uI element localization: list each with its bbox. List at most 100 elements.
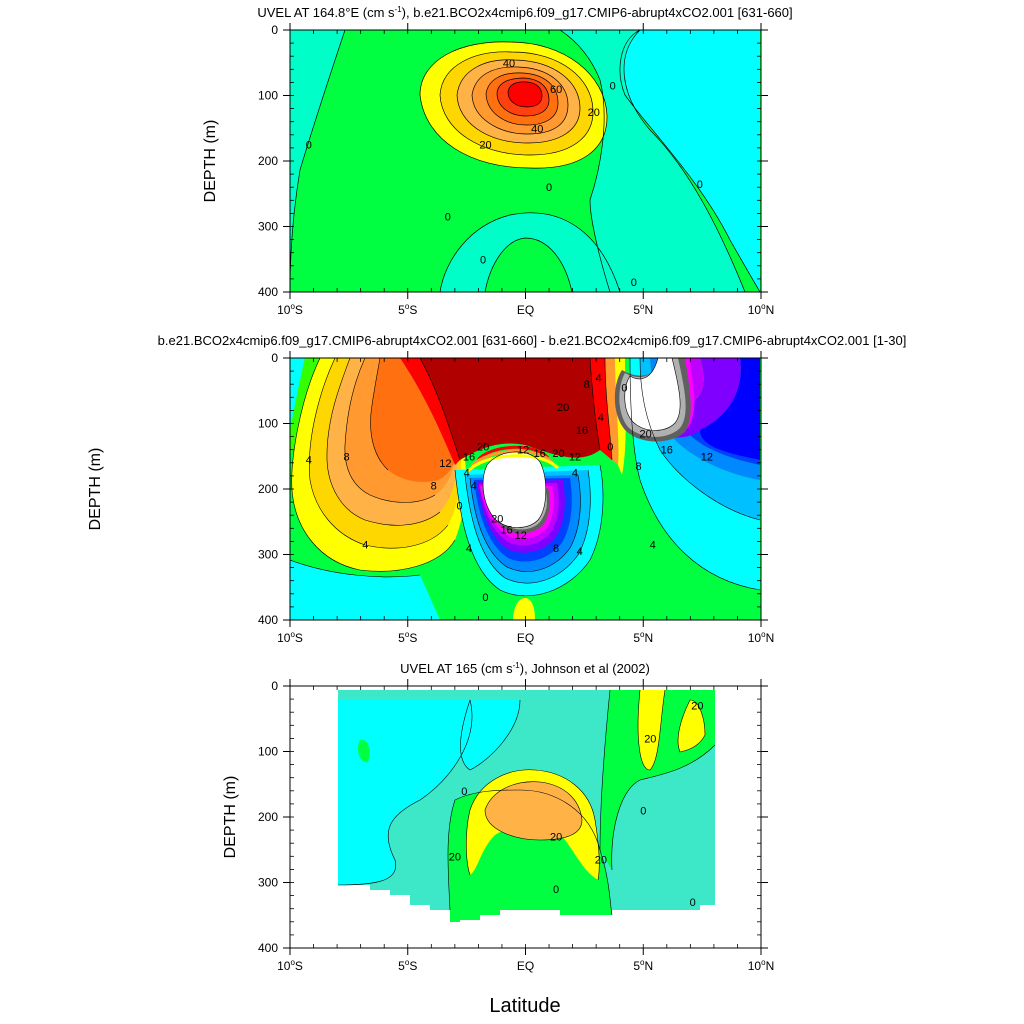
y-tick-label: 300 [258, 220, 278, 234]
y-tick-label: 400 [258, 285, 278, 299]
region-center-red-ring [476, 445, 550, 462]
x-axis-title: Latitude [489, 995, 560, 1017]
y-tick-label: 400 [258, 941, 278, 955]
x-tick-label: 5oS [398, 630, 417, 645]
region-east-orange-band [605, 358, 619, 465]
contour-label: 20 [550, 832, 562, 844]
contour-label: 8 [584, 379, 590, 391]
contour-label: 0 [445, 212, 451, 224]
contour-lines [337, 689, 716, 916]
region-yellow-east [638, 690, 665, 770]
contour-label: 4 [464, 468, 470, 480]
panel-top-title: UVEL AT 164.8°E (cm s-1), b.e21.BCO2x4cm… [257, 5, 792, 20]
y-tick-label: 0 [271, 679, 278, 693]
contour-label: 0 [697, 179, 703, 191]
y-tick-label: 400 [258, 613, 278, 627]
panel-bottom: UVEL AT 165 (cm s-1), Johnson et al (200… [222, 661, 774, 973]
contour-label: 0 [621, 382, 627, 394]
contour-label: 0 [640, 805, 646, 817]
contour-label: 20 [691, 701, 703, 713]
contour-label: 16 [501, 525, 513, 537]
contour-label: 0 [607, 441, 613, 453]
x-tick-label: 10oN [748, 630, 774, 645]
contour-label: 0 [482, 592, 488, 604]
panel-top-ylabel: DEPTH (m) [202, 120, 219, 203]
region-center-yellow-ring [465, 454, 560, 474]
region-south-yellow [513, 598, 535, 620]
contour-label: 4 [595, 373, 601, 385]
region-west-deep-cyan [290, 560, 440, 620]
contour-label: 12 [569, 451, 581, 463]
region-red [508, 81, 542, 107]
contour-label: 16 [534, 448, 546, 460]
panel-middle-contour-field [290, 358, 761, 620]
contour-label: 0 [461, 786, 467, 798]
region-cyan-mid [460, 700, 520, 770]
contour-label: 4 [598, 412, 604, 424]
region-red-band-east [590, 358, 612, 460]
x-tick-label: 10oN [748, 302, 774, 317]
panel-bottom-ylabel: DEPTH (m) [222, 776, 239, 859]
contour-label: 60 [550, 84, 562, 96]
region-aqua-east [560, 30, 745, 292]
contour-label: 40 [531, 123, 543, 135]
y-tick-label: 200 [258, 482, 278, 496]
region-deep-blue [700, 358, 760, 460]
contour-label: 20 [595, 855, 607, 867]
contour-label: 20 [588, 107, 600, 119]
contour-label: 4 [650, 540, 656, 552]
region-green-deep [485, 238, 572, 292]
panel-top: UVEL AT 164.8°E (cm s-1), b.e21.BCO2x4cm… [202, 5, 793, 317]
contour-label: 0 [480, 254, 486, 266]
panel-middle-title: b.e21.BCO2x4cmip6.f09_g17.CMIP6-abrupt4x… [158, 333, 907, 348]
panel-bottom-title: UVEL AT 165 (cm s-1), Johnson et al (200… [400, 661, 650, 676]
contour-label: 20 [491, 513, 503, 525]
contour-label: 12 [439, 458, 451, 470]
contour-label: 4 [466, 543, 472, 555]
contour-label: 12 [701, 451, 713, 463]
contour-label: 20 [449, 851, 461, 863]
contour-label: 4 [306, 455, 312, 467]
contour-lines [290, 358, 761, 597]
y-tick-label: 200 [258, 810, 278, 824]
contour-label: 20 [552, 448, 564, 460]
contour-label: 20 [477, 441, 489, 453]
x-tick-label: 5oN [633, 302, 653, 317]
x-tick-label: 10oS [277, 958, 303, 973]
contour-label: 4 [572, 468, 578, 480]
x-tick-label: 10oS [277, 630, 303, 645]
contour-label: 0 [610, 81, 616, 93]
region-cyan-east [620, 30, 760, 292]
contour-label: 8 [343, 451, 349, 463]
contour-label: 12 [515, 530, 527, 542]
contour-label: 16 [576, 425, 588, 437]
contour-label: 8 [553, 543, 559, 555]
contour-label: 4 [577, 546, 583, 558]
region-center-white-blob [483, 451, 546, 528]
region-center-orange-ring [470, 449, 555, 468]
contour-label: 20 [479, 140, 491, 152]
contour-lines [290, 30, 761, 292]
panel-middle: b.e21.BCO2x4cmip6.f09_g17.CMIP6-abrupt4x… [87, 333, 906, 645]
panel-bottom-contour-field [290, 686, 761, 948]
contour-label: 8 [635, 461, 641, 473]
contour-label: 0 [690, 897, 696, 909]
region-east-cyan [630, 358, 760, 590]
contour-label: 16 [661, 445, 673, 457]
contour-label: 16 [463, 451, 475, 463]
contour-label: 4 [362, 540, 368, 552]
x-tick-label: 5oN [633, 958, 653, 973]
contour-label: 12 [517, 445, 529, 457]
y-tick-label: 0 [271, 23, 278, 37]
y-tick-label: 200 [258, 154, 278, 168]
x-tick-label: 10oS [277, 302, 303, 317]
contour-label: 20 [557, 402, 569, 414]
contour-label: 0 [631, 277, 637, 289]
y-tick-label: 300 [258, 548, 278, 562]
x-tick-label: EQ [517, 631, 534, 645]
contour-label: 20 [644, 733, 656, 745]
region-yellow-far-east [678, 700, 705, 752]
